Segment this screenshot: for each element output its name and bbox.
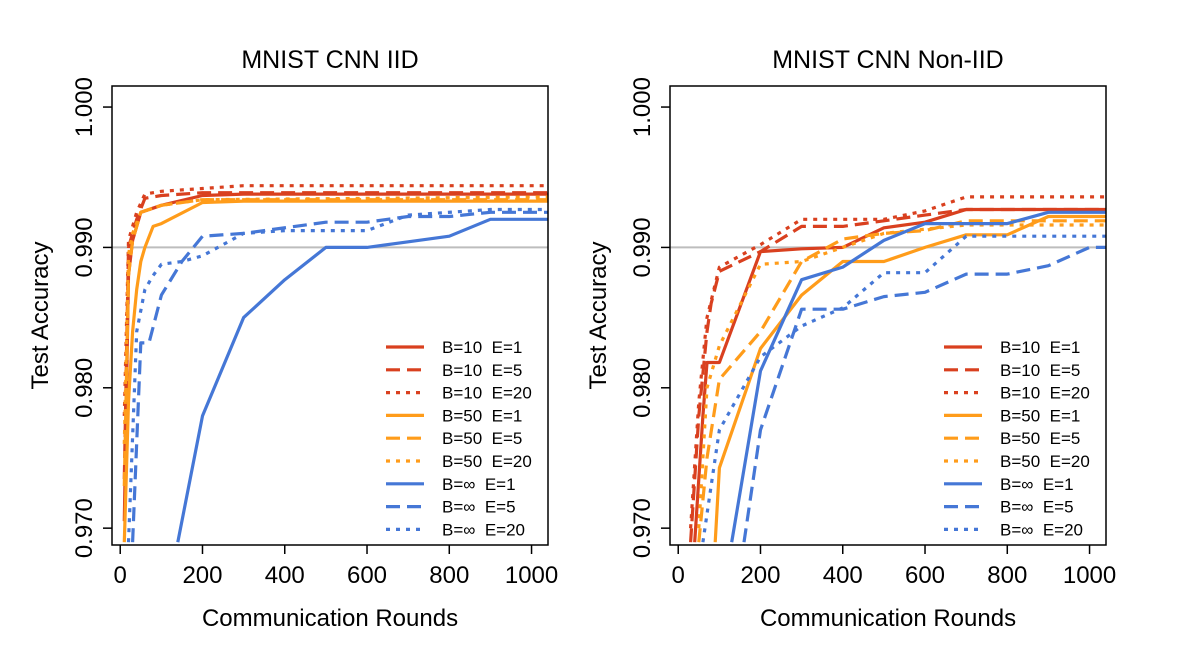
chart-panel-2: MNIST CNN Non-IID 0 200 400 600 800 1000 0.970 0… — [585, 46, 1116, 632]
series-line-4 — [713, 214, 1106, 543]
legend-label-1: B=10 E=1 — [1000, 338, 1080, 357]
series-line-3 — [122, 184, 548, 416]
chart-title: MNIST CNN IID — [241, 46, 418, 74]
x-tick-label: 0 — [672, 562, 685, 589]
legend: B=10 E=1 B=10 E=5 B=10 E=20 B=50 E=1 B=50 E=… — [386, 338, 532, 539]
legend-label-5: B=50 E=5 — [1000, 429, 1080, 448]
series-line-9 — [701, 234, 1106, 543]
x-tick-label: 400 — [265, 562, 305, 589]
plot-frame — [669, 85, 1107, 546]
legend-label-4: B=50 E=1 — [1000, 406, 1080, 425]
legend-label-7: B=∞ E=1 — [442, 475, 516, 494]
x-tick-label: 800 — [429, 562, 469, 589]
y-axis-title: Test Accuracy — [27, 241, 54, 389]
y-tick-label: 0.980 — [629, 358, 656, 418]
series-line-1 — [122, 192, 548, 522]
x-tick-label: 1000 — [505, 562, 558, 589]
x-tick-label: 800 — [987, 562, 1027, 589]
legend-label-8: B=∞ E=5 — [1000, 498, 1074, 517]
series-line-6 — [697, 223, 1106, 529]
legend-label-9: B=∞ E=20 — [442, 520, 525, 539]
x-tick-label: 400 — [823, 562, 863, 589]
x-tick-label: 600 — [905, 562, 945, 589]
y-tick-label: 0.970 — [71, 498, 98, 558]
series-line-2 — [122, 191, 548, 480]
y-tick-label: 1.000 — [71, 77, 98, 137]
legend-label-5: B=50 E=5 — [442, 429, 522, 448]
legend-label-6: B=50 E=20 — [442, 452, 532, 471]
x-tick-label: 1000 — [1063, 562, 1116, 589]
legend-label-4: B=50 E=1 — [442, 406, 522, 425]
y-tick-label: 1.000 — [629, 77, 656, 137]
legend-label-1: B=10 E=1 — [442, 338, 522, 357]
legend-label-6: B=50 E=20 — [1000, 452, 1090, 471]
legend-label-2: B=10 E=5 — [442, 361, 522, 380]
series-line-3 — [689, 195, 1106, 529]
x-axis-title: Communication Rounds — [760, 605, 1016, 632]
x-tick-label: 200 — [740, 562, 780, 589]
series-line-8 — [742, 245, 1106, 543]
legend-label-9: B=∞ E=20 — [1000, 520, 1083, 539]
y-tick-label: 0.990 — [629, 217, 656, 277]
y-tick-label: 0.990 — [71, 217, 98, 277]
legend-label-3: B=10 E=20 — [1000, 384, 1090, 403]
chart-title: MNIST CNN Non-IID — [772, 46, 1004, 74]
series-line-6 — [122, 195, 548, 444]
x-tick-label: 200 — [182, 562, 222, 589]
series-line-9 — [126, 207, 548, 543]
chart-panel-1: MNIST CNN IID 0 200 400 600 800 1000 0.970 0.980… — [27, 46, 558, 632]
legend-label-2: B=10 E=5 — [1000, 361, 1080, 380]
legend-label-7: B=∞ E=1 — [1000, 475, 1074, 494]
legend-label-8: B=∞ E=5 — [442, 498, 516, 517]
series-line-7 — [176, 217, 548, 543]
plot-frame — [111, 85, 549, 546]
series-line-4 — [122, 199, 548, 543]
y-tick-label: 0.970 — [629, 498, 656, 558]
series-line-7 — [730, 210, 1106, 543]
x-tick-label: 600 — [347, 562, 387, 589]
y-axis-title: Test Accuracy — [585, 241, 612, 389]
x-axis-title: Communication Rounds — [202, 605, 458, 632]
legend-label-3: B=10 E=20 — [442, 384, 532, 403]
legend: B=10 E=1 B=10 E=5 B=10 E=20 B=50 E=1 B=50 E=… — [944, 338, 1090, 539]
y-tick-label: 0.980 — [71, 358, 98, 418]
x-tick-label: 0 — [114, 562, 127, 589]
